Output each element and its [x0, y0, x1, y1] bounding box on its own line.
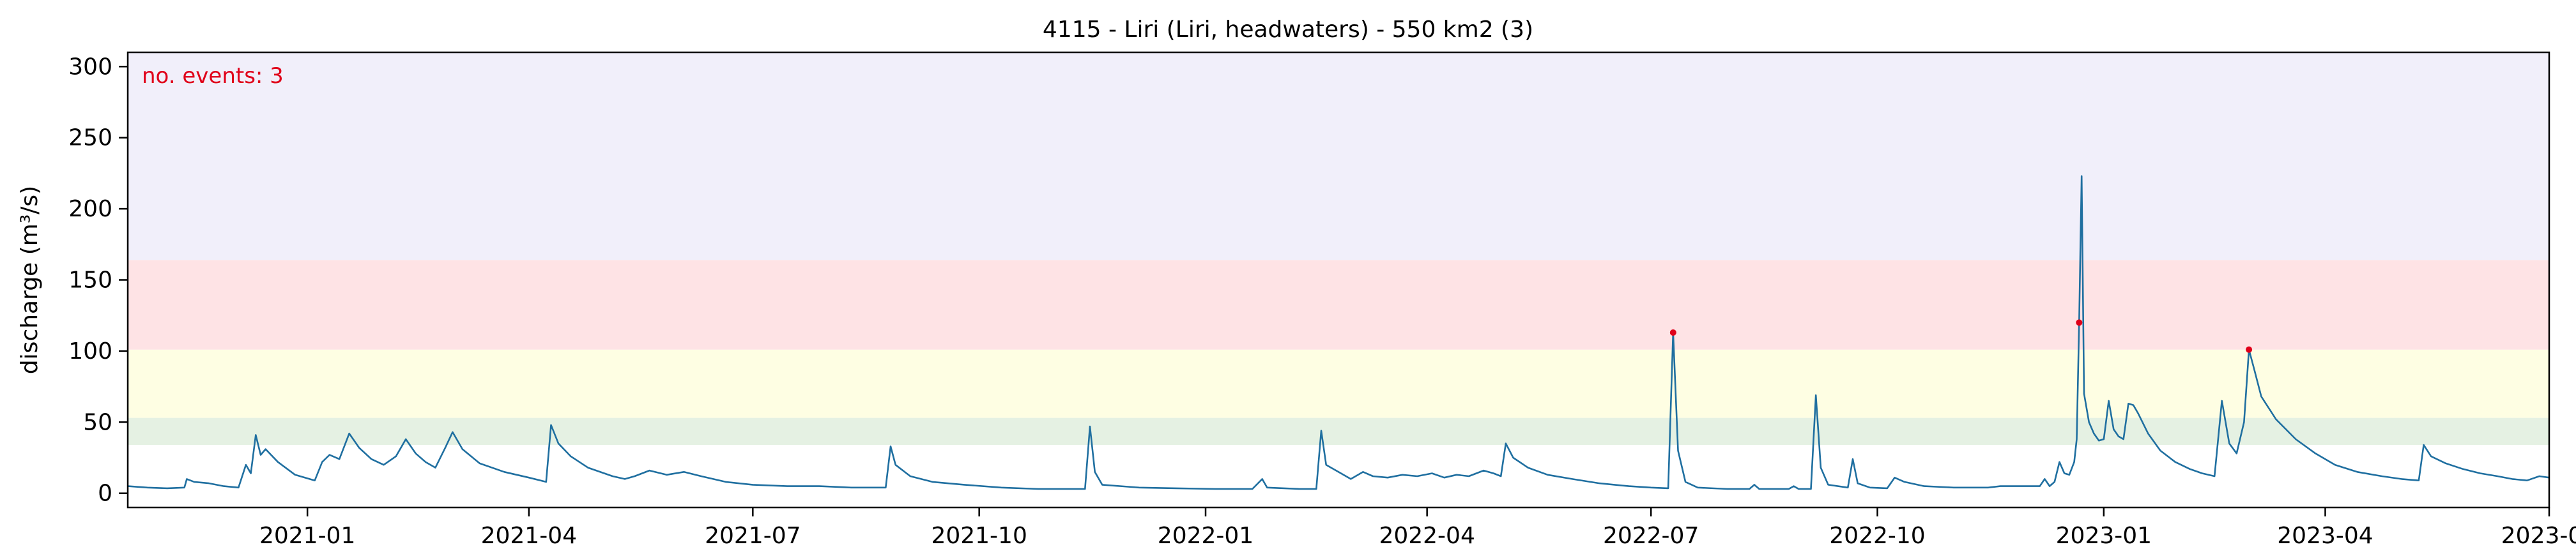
events-count-annotation: no. events: 3	[142, 63, 284, 89]
event-marker-3	[2246, 346, 2253, 353]
x-tick-label: 2023-01	[2056, 523, 2152, 549]
y-axis: 0 50 100 150 200 250 300	[68, 54, 128, 507]
event-markers	[1669, 319, 2253, 353]
threshold-band-3	[128, 260, 2549, 350]
x-tick-label: 2022-01	[1158, 523, 1254, 549]
series-layer	[127, 175, 2550, 490]
x-tick-label: 2022-07	[1603, 523, 1699, 549]
x-tick-label: 2021-04	[481, 523, 577, 549]
threshold-bands	[128, 52, 2549, 445]
y-tick-label: 200	[68, 196, 112, 222]
x-axis: 2021-01 2021-04 2021-07 2021-10 2022-01 2022-…	[259, 507, 2576, 549]
x-tick-label: 2022-10	[1829, 523, 1925, 549]
x-tick-label: 2021-01	[259, 523, 355, 549]
x-tick-label: 2023-07	[2501, 523, 2576, 549]
x-tick-label: 2021-10	[931, 523, 1027, 549]
x-tick-label: 2021-07	[705, 523, 801, 549]
threshold-band-1	[128, 417, 2549, 445]
x-tick-label: 2022-04	[1379, 523, 1475, 549]
chart-title: 4115 - Liri (Liri, headwaters) - 550 km2…	[1043, 17, 1533, 43]
event-marker-2	[2076, 319, 2083, 326]
x-tick-label: 2023-04	[2277, 523, 2373, 549]
y-axis-label: discharge (m³/s)	[17, 186, 43, 374]
discharge-series-line	[127, 175, 2550, 490]
y-tick-label: 100	[68, 338, 112, 364]
y-tick-label: 150	[68, 267, 112, 294]
threshold-band-2	[128, 349, 2549, 418]
threshold-band-4	[128, 52, 2549, 260]
y-tick-label: 250	[68, 125, 112, 151]
event-marker-1	[1669, 329, 1676, 336]
y-tick-label: 50	[83, 409, 112, 435]
y-tick-label: 300	[68, 54, 112, 80]
y-tick-label: 0	[98, 481, 112, 507]
